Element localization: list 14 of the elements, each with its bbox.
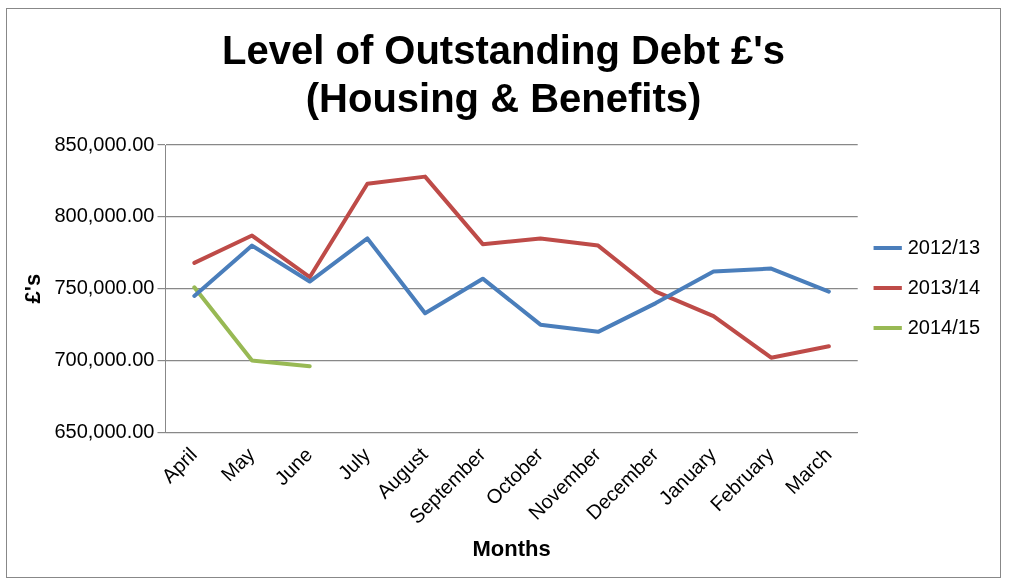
y-tick-label: 650,000.00 <box>54 419 155 442</box>
y-axis-title: £'s <box>20 273 46 304</box>
x-tick-label: July <box>333 443 375 484</box>
x-tick-label: May <box>216 443 259 486</box>
y-tick-label: 700,000.00 <box>54 348 155 371</box>
legend-label: 2014/15 <box>907 315 980 338</box>
y-tick-label: 800,000.00 <box>54 204 155 227</box>
y-tick-label: 850,000.00 <box>54 132 155 155</box>
y-tick-label: 750,000.00 <box>54 276 155 299</box>
text: (Housing & Benefits) <box>305 76 702 121</box>
legend-label: 2013/14 <box>907 275 980 298</box>
legend-label: 2012/13 <box>907 235 980 258</box>
x-axis-title: Months <box>472 535 551 561</box>
text: Level of Outstanding Debt £'s <box>222 28 785 73</box>
